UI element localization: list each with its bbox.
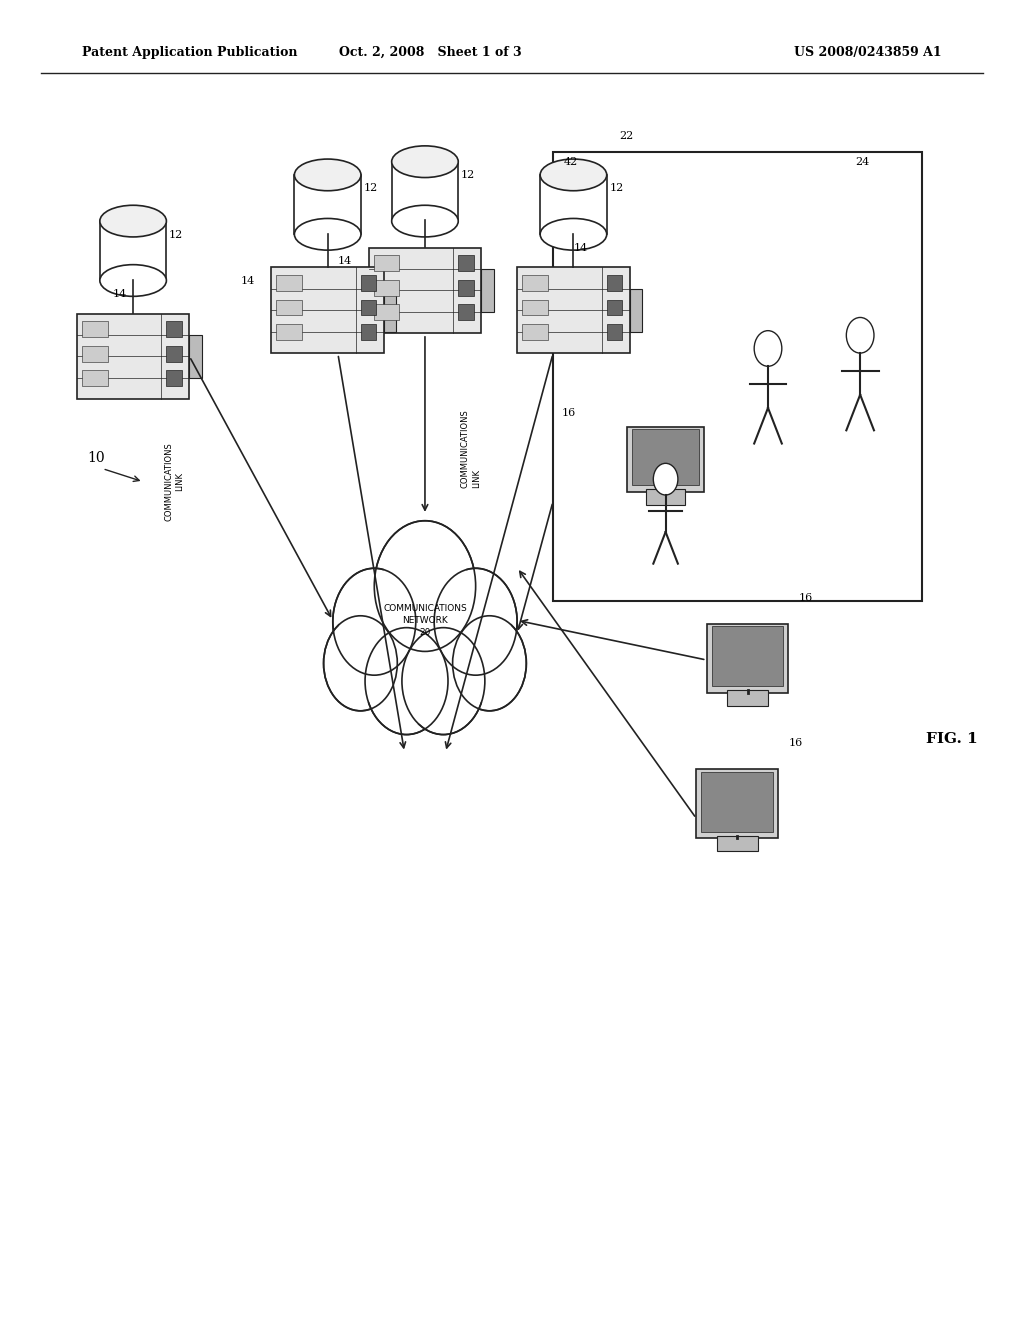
Bar bbox=[361, 300, 377, 315]
Text: 14: 14 bbox=[113, 289, 127, 300]
Text: US 2008/0243859 A1: US 2008/0243859 A1 bbox=[795, 46, 942, 59]
Bar bbox=[391, 161, 458, 220]
Text: 14: 14 bbox=[573, 243, 588, 253]
Bar bbox=[166, 321, 182, 337]
Text: Oct. 2, 2008   Sheet 1 of 3: Oct. 2, 2008 Sheet 1 of 3 bbox=[339, 46, 521, 59]
Bar bbox=[374, 304, 399, 319]
Circle shape bbox=[382, 531, 468, 642]
Text: 10: 10 bbox=[87, 451, 104, 465]
Text: 14: 14 bbox=[338, 256, 352, 267]
Bar bbox=[82, 321, 108, 337]
Text: 42: 42 bbox=[563, 157, 578, 168]
Text: 22: 22 bbox=[620, 131, 634, 141]
Bar bbox=[522, 300, 548, 315]
Circle shape bbox=[434, 568, 517, 675]
Bar bbox=[276, 275, 302, 290]
Bar bbox=[481, 269, 494, 312]
Bar bbox=[459, 280, 473, 296]
Bar bbox=[522, 323, 548, 339]
Circle shape bbox=[401, 627, 485, 734]
Circle shape bbox=[653, 463, 678, 495]
Bar bbox=[374, 280, 399, 296]
Ellipse shape bbox=[541, 218, 606, 249]
Text: Patent Application Publication: Patent Application Publication bbox=[82, 46, 297, 59]
Bar bbox=[522, 275, 548, 290]
Bar bbox=[271, 267, 384, 352]
Bar bbox=[369, 248, 481, 333]
Bar bbox=[276, 323, 302, 339]
Circle shape bbox=[409, 636, 478, 726]
Bar bbox=[77, 314, 189, 399]
Bar bbox=[606, 275, 623, 290]
Bar bbox=[459, 304, 473, 319]
Ellipse shape bbox=[391, 147, 459, 177]
Text: 12: 12 bbox=[169, 230, 183, 240]
Bar bbox=[82, 370, 108, 385]
Bar bbox=[384, 289, 396, 331]
Circle shape bbox=[365, 627, 447, 734]
Bar bbox=[374, 255, 399, 271]
Bar bbox=[712, 627, 783, 686]
Text: FIG. 1: FIG. 1 bbox=[927, 733, 978, 746]
Bar bbox=[633, 429, 699, 484]
Circle shape bbox=[375, 520, 475, 651]
Circle shape bbox=[333, 568, 416, 675]
Circle shape bbox=[458, 623, 521, 704]
Bar bbox=[727, 690, 768, 706]
Bar bbox=[82, 346, 108, 362]
Ellipse shape bbox=[541, 160, 606, 190]
Ellipse shape bbox=[100, 205, 166, 236]
Bar bbox=[606, 323, 623, 339]
Bar bbox=[553, 152, 922, 601]
Circle shape bbox=[372, 636, 441, 726]
Circle shape bbox=[339, 577, 410, 667]
Ellipse shape bbox=[295, 218, 361, 249]
Text: 12: 12 bbox=[364, 183, 378, 194]
Bar bbox=[100, 220, 166, 280]
Bar bbox=[627, 428, 705, 491]
Circle shape bbox=[453, 615, 526, 710]
Bar bbox=[459, 255, 473, 271]
Text: COMMUNICATIONS
LINK: COMMUNICATIONS LINK bbox=[164, 442, 184, 521]
Bar bbox=[606, 300, 623, 315]
Bar bbox=[189, 335, 202, 378]
Bar bbox=[701, 771, 773, 832]
Bar bbox=[630, 289, 642, 331]
Text: 12: 12 bbox=[461, 170, 475, 181]
Ellipse shape bbox=[295, 160, 361, 190]
Circle shape bbox=[846, 317, 873, 354]
Circle shape bbox=[440, 577, 511, 667]
Bar bbox=[276, 300, 302, 315]
Circle shape bbox=[324, 615, 397, 710]
Text: 16: 16 bbox=[799, 593, 813, 603]
Circle shape bbox=[329, 623, 392, 704]
Text: 16: 16 bbox=[788, 738, 803, 748]
Bar bbox=[541, 174, 606, 235]
Text: 14: 14 bbox=[241, 276, 255, 286]
Text: 16: 16 bbox=[561, 408, 575, 418]
Bar bbox=[166, 346, 182, 362]
Bar bbox=[696, 768, 778, 838]
Bar bbox=[707, 624, 788, 693]
Ellipse shape bbox=[391, 205, 459, 236]
Bar bbox=[517, 267, 630, 352]
Bar bbox=[166, 370, 182, 385]
Bar bbox=[361, 323, 377, 339]
Text: 12: 12 bbox=[609, 183, 624, 194]
Text: 24: 24 bbox=[855, 157, 869, 168]
Text: COMMUNICATIONS
NETWORK
20: COMMUNICATIONS NETWORK 20 bbox=[383, 605, 467, 636]
Bar bbox=[361, 275, 377, 290]
Bar bbox=[646, 488, 685, 504]
Bar bbox=[717, 836, 758, 851]
Bar bbox=[295, 174, 360, 235]
Text: COMMUNICATIONS
LINK: COMMUNICATIONS LINK bbox=[461, 409, 481, 488]
Ellipse shape bbox=[100, 264, 166, 296]
Circle shape bbox=[754, 330, 782, 367]
